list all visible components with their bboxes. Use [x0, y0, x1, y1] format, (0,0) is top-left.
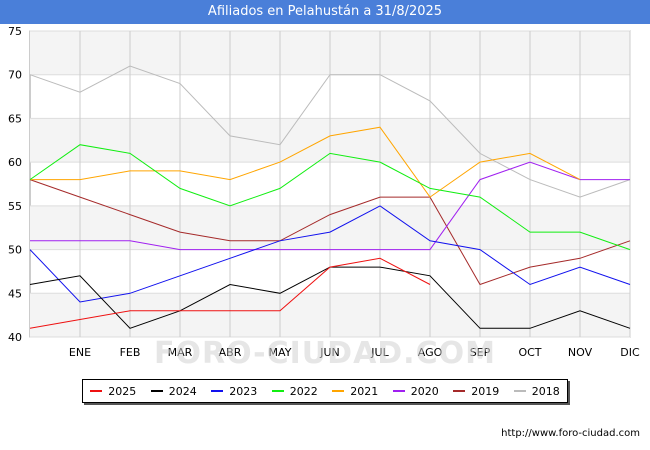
source-url: http://www.foro-ciudad.com [501, 428, 640, 439]
y-tick-label: 60 [8, 156, 22, 169]
y-tick-label: 55 [8, 200, 22, 213]
x-tick-label: ENE [69, 346, 91, 359]
legend-swatch [90, 390, 103, 392]
chart-legend: 2025 2024 2023 2022 2021 2020 2019 2018 [82, 379, 568, 403]
legend-item-2024: 2024 [150, 384, 197, 398]
legend-item-2023: 2023 [211, 385, 257, 398]
legend-swatch [513, 390, 526, 392]
x-tick-label: JUL [370, 346, 389, 359]
x-tick-label: MAR [168, 346, 193, 359]
legend-label: 2020 [410, 384, 439, 398]
series-lines [29, 65, 631, 329]
legend-item-2020: 2020 [392, 384, 439, 398]
series-line-2023 [29, 205, 631, 303]
legend-item-2022: 2022 [271, 384, 318, 398]
y-tick-label: 65 [8, 112, 22, 125]
chart-title: Afiliados en Pelahustán a 31/8/2025 [0, 0, 650, 24]
x-tick-label: DIC [620, 346, 640, 359]
legend-label: 2018 [531, 384, 560, 398]
legend-label: 2021 [350, 384, 379, 398]
series-line-2018 [29, 65, 631, 198]
y-axis-ticks: 40 45 50 55 60 65 70 75 [8, 25, 22, 344]
y-tick-label: 75 [8, 25, 22, 38]
legend-swatch [453, 390, 466, 392]
legend-swatch [332, 390, 345, 392]
x-tick-label: ABR [219, 346, 242, 359]
x-tick-label: JUN [319, 346, 340, 359]
legend-item-2021: 2021 [332, 385, 378, 398]
legend-label: 2025 [108, 384, 137, 398]
legend-swatch [392, 390, 405, 392]
series-line-2019 [29, 179, 631, 286]
series-line-2022 [29, 144, 631, 251]
y-tick-label: 40 [8, 331, 22, 344]
y-tick-label: 70 [8, 69, 22, 82]
legend-swatch [211, 390, 224, 392]
legend-item-2018: 2018 [513, 384, 560, 398]
x-tick-label: SEP [470, 346, 491, 359]
y-tick-label: 50 [8, 244, 22, 257]
watermark: FORO-CIUDAD.COM [154, 336, 496, 371]
legend-label: 2023 [229, 384, 258, 398]
x-axis-ticks: ENE FEB MAR ABR MAY JUN JUL AGO SEP OCT NOV DIC [69, 346, 640, 359]
legend-swatch [150, 390, 163, 392]
x-tick-label: NOV [568, 346, 593, 359]
y-tick-label: 45 [8, 287, 22, 300]
x-tick-label: OCT [518, 346, 541, 359]
legend-item-2019: 2019 [453, 385, 499, 398]
legend-swatch [271, 390, 284, 392]
x-tick-label: AGO [418, 346, 443, 359]
x-tick-label: FEB [120, 346, 141, 359]
legend-label: 2022 [289, 384, 318, 398]
series-line-2021 [30, 126, 581, 198]
legend-label: 2019 [471, 384, 500, 398]
legend-item-2025: 2025 [90, 385, 136, 398]
series-line-2020 [30, 161, 630, 251]
legend-label: 2024 [168, 384, 197, 398]
x-tick-label: MAY [269, 346, 292, 359]
series-line-2025 [29, 257, 431, 329]
